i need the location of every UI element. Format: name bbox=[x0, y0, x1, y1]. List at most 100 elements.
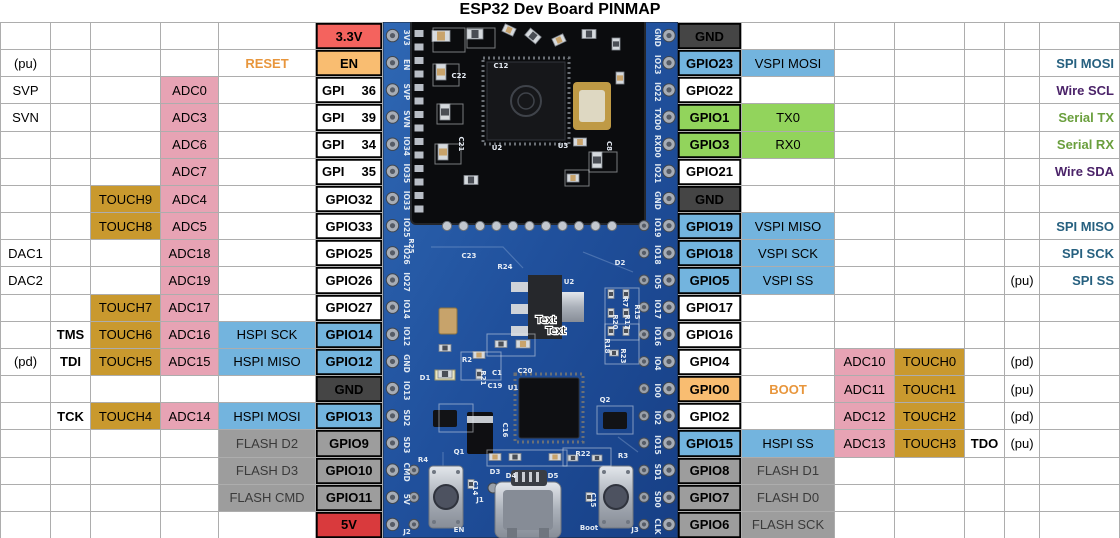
silkscreen-text: IO16 bbox=[653, 327, 662, 347]
module-pad bbox=[414, 70, 424, 78]
module-pad bbox=[414, 138, 424, 145]
cell-adc15: ADC15 bbox=[161, 348, 219, 377]
module-pad bbox=[606, 220, 618, 232]
cell-adc6: ADC6 bbox=[161, 131, 219, 159]
pin-cell-gnd: GND bbox=[316, 376, 383, 404]
empty-cell bbox=[91, 430, 161, 458]
empty-cell bbox=[91, 158, 161, 186]
silkscreen-text: EN bbox=[454, 526, 465, 534]
cell-pu: (pu) bbox=[1005, 430, 1040, 458]
empty-cell bbox=[742, 294, 835, 322]
cell-dac2: DAC2 bbox=[1, 267, 51, 295]
empty-cell bbox=[965, 131, 1005, 159]
empty-cell bbox=[965, 457, 1005, 485]
cell-touch6: TOUCH6 bbox=[91, 321, 161, 349]
silkscreen-outline bbox=[438, 403, 474, 433]
empty-cell bbox=[742, 348, 835, 377]
silkscreen-outline bbox=[466, 27, 496, 49]
empty-cell bbox=[965, 213, 1005, 241]
silkscreen-text: IO5 bbox=[653, 275, 662, 289]
silkscreen-text: C1 bbox=[492, 369, 502, 377]
empty-cell bbox=[1005, 104, 1040, 132]
pin-cell-gpio26: GPIO26 bbox=[316, 267, 383, 295]
cell-dac1: DAC1 bbox=[1, 240, 51, 268]
boot-button bbox=[598, 465, 634, 529]
smd-component bbox=[609, 349, 619, 357]
cell-touch4: TOUCH4 bbox=[91, 403, 161, 431]
pin-cell-gpio12: GPIO12 bbox=[316, 348, 383, 377]
empty-cell bbox=[51, 131, 91, 159]
empty-cell bbox=[835, 267, 895, 295]
silkscreen-text: IO21 bbox=[653, 164, 662, 184]
empty-cell bbox=[835, 77, 895, 105]
silkscreen-text: IO13 bbox=[402, 381, 411, 401]
empty-cell bbox=[895, 457, 965, 485]
empty-cell bbox=[835, 484, 895, 512]
empty-cell bbox=[742, 321, 835, 349]
silkscreen-text: IO14 bbox=[402, 299, 411, 319]
smd-component bbox=[581, 29, 597, 39]
silkscreen-outline bbox=[562, 447, 612, 467]
cell-adc11: ADC11 bbox=[835, 376, 895, 404]
smd-component bbox=[566, 173, 580, 183]
empty-cell bbox=[51, 294, 91, 322]
empty-cell bbox=[1040, 23, 1120, 51]
silkscreen-text: R2 bbox=[462, 356, 472, 364]
empty-cell bbox=[965, 240, 1005, 268]
empty-cell bbox=[1, 213, 51, 241]
cell-flash-d1: FLASH D1 bbox=[742, 457, 835, 485]
empty-cell bbox=[1, 23, 51, 51]
cell-adc14: ADC14 bbox=[161, 403, 219, 431]
pin-hole-center bbox=[666, 60, 672, 66]
cell-touch9: TOUCH9 bbox=[91, 185, 161, 214]
empty-cell bbox=[219, 77, 316, 105]
pin-cell-gpio15: GPIO15 bbox=[678, 430, 742, 458]
pin-cell-gpio16: GPIO16 bbox=[678, 321, 742, 349]
silkscreen-text: C22 bbox=[452, 72, 467, 80]
silkscreen-text: C23 bbox=[462, 252, 477, 260]
silkscreen-text: IO17 bbox=[653, 299, 662, 319]
empty-cell bbox=[895, 267, 965, 295]
empty-cell bbox=[1, 511, 51, 538]
pin-hole-center bbox=[666, 413, 672, 419]
empty-cell bbox=[1, 430, 51, 458]
empty-cell bbox=[1040, 484, 1120, 512]
module-pad bbox=[414, 43, 424, 51]
module-pad bbox=[414, 57, 424, 64]
cell-pd: (pd) bbox=[1005, 403, 1040, 431]
empty-cell bbox=[895, 23, 965, 51]
empty-cell bbox=[219, 104, 316, 132]
empty-cell bbox=[965, 185, 1005, 214]
pin-hole-center bbox=[389, 250, 396, 256]
empty-cell bbox=[965, 23, 1005, 51]
esp32-chip bbox=[486, 61, 566, 141]
empty-cell bbox=[1, 321, 51, 349]
smd-component bbox=[607, 326, 615, 336]
pin-hole-center bbox=[666, 494, 672, 500]
cell-adc13: ADC13 bbox=[835, 430, 895, 458]
empty-cell bbox=[1005, 23, 1040, 51]
silkscreen-text: R20 bbox=[611, 314, 619, 329]
cell-touch0: TOUCH0 bbox=[895, 348, 965, 377]
empty-cell bbox=[1005, 457, 1040, 485]
silkscreen-text: 5V bbox=[402, 494, 411, 505]
silkscreen-text: IO15 bbox=[653, 435, 662, 455]
silkscreen-text: Q2 bbox=[600, 396, 611, 404]
empty-cell bbox=[835, 131, 895, 159]
empty-cell bbox=[965, 484, 1005, 512]
silkscreen-text: J1 bbox=[475, 496, 484, 504]
empty-cell bbox=[219, 213, 316, 241]
silkscreen-text: IO26 bbox=[402, 245, 411, 265]
smd-component bbox=[622, 326, 630, 336]
bus-label-wire-sda: Wire SDA bbox=[1040, 158, 1120, 186]
pin-cell-gpio22: GPIO22 bbox=[678, 77, 742, 105]
module-pad bbox=[441, 220, 453, 232]
silkscreen-text: IO27 bbox=[402, 272, 411, 292]
pin-hole-center bbox=[389, 277, 396, 283]
pin-hole-center bbox=[666, 440, 672, 446]
cell-tx0: TX0 bbox=[742, 104, 835, 132]
empty-cell bbox=[895, 77, 965, 105]
silkscreen-text: C20 bbox=[518, 367, 533, 375]
pin-cell-gpio1: GPIO1 bbox=[678, 104, 742, 132]
empty-cell bbox=[895, 131, 965, 159]
